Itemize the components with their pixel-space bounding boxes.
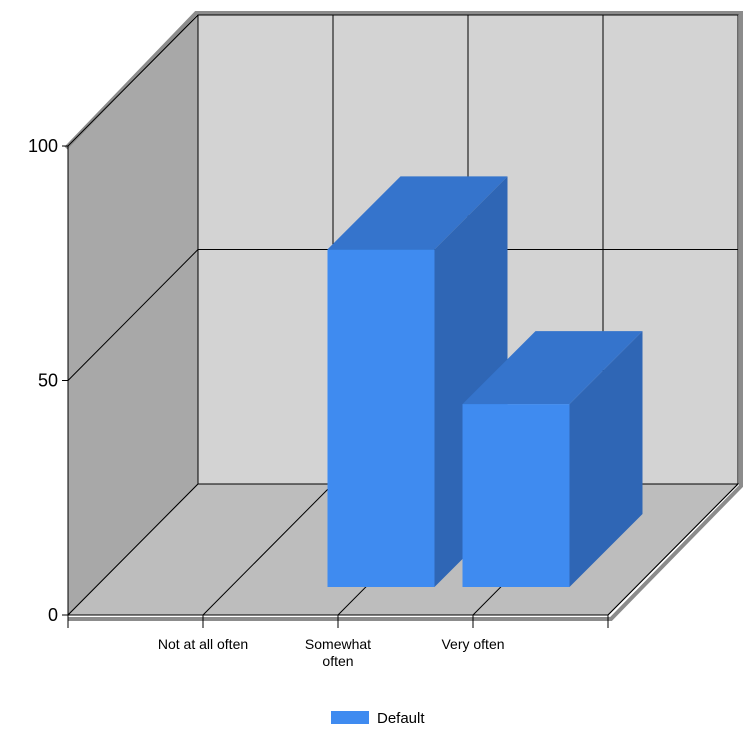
y-tick-label: 50 <box>38 371 58 391</box>
bar-top <box>462 331 643 405</box>
left-wall-gridline <box>67 249 199 381</box>
floor-gridline <box>202 483 334 616</box>
y-tick-label: 100 <box>28 136 58 156</box>
bar-front <box>462 404 570 587</box>
y-axis-ticks: 0 50 100 <box>28 136 68 625</box>
x-tick-label: Very often <box>441 636 504 652</box>
wall-edge-shadow <box>64 11 743 621</box>
bar-top <box>327 176 508 250</box>
legend-label: Default <box>377 710 425 727</box>
bars <box>327 176 643 587</box>
x-tick-label: Not at all often <box>158 636 248 652</box>
legend: Default <box>331 710 425 727</box>
x-axis-ticks: Not at all often Somewhat often Very often <box>67 615 609 669</box>
bar <box>462 331 643 587</box>
bar-front <box>327 249 435 587</box>
bar-side <box>569 331 643 587</box>
y-tick-label: 0 <box>48 605 58 625</box>
legend-swatch <box>331 711 369 724</box>
x-tick-label: Somewhat often <box>305 636 371 669</box>
